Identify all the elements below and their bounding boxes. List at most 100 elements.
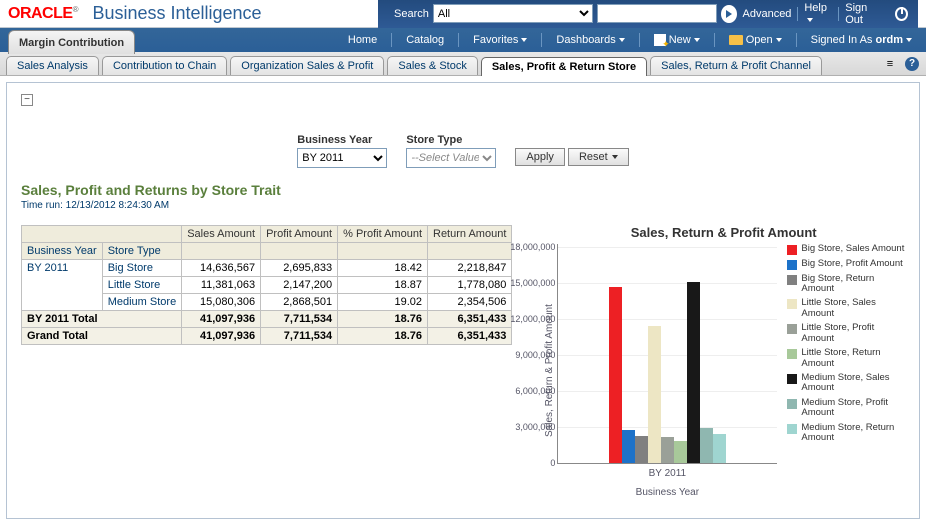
prompt-st-label: Store Type <box>406 134 496 146</box>
pivot-table: Sales Amount Profit Amount % Profit Amou… <box>21 225 512 345</box>
bar <box>635 436 648 463</box>
legend-swatch <box>787 374 797 384</box>
nav-right: Home Catalog Favorites Dashboards New Op… <box>342 33 918 47</box>
chart-legend: Big Store, Sales AmountBig Store, Profit… <box>787 244 905 498</box>
signout-link[interactable]: Sign Out <box>845 2 883 26</box>
cell-pct: 18.42 <box>338 259 428 276</box>
y-tick: 9,000,000 <box>515 350 558 360</box>
new-icon <box>654 34 666 46</box>
nav-dashboards[interactable]: Dashboards <box>550 34 630 46</box>
row-store[interactable]: Big Store <box>102 259 181 276</box>
legend-label: Little Store, Return Amount <box>801 348 905 369</box>
nav-new[interactable]: New <box>648 34 706 46</box>
y-tick: 3,000,000 <box>515 422 558 432</box>
chart: Sales, Return & Profit Amount Sales, Ret… <box>542 225 905 498</box>
nav-catalog[interactable]: Catalog <box>400 34 450 46</box>
reset-button[interactable]: Reset <box>568 148 629 166</box>
breadcrumb[interactable]: Margin Contribution <box>8 30 135 54</box>
cell-sales: 14,636,567 <box>182 259 261 276</box>
bar <box>648 326 661 463</box>
advanced-link[interactable]: Advanced <box>743 8 792 20</box>
y-tick: 6,000,000 <box>515 386 558 396</box>
power-icon[interactable] <box>895 7 908 21</box>
rowhead-st[interactable]: Store Type <box>102 242 181 259</box>
cell-pct: 18.87 <box>338 276 428 293</box>
legend-item: Medium Store, Sales Amount <box>787 373 905 394</box>
legend-swatch <box>787 245 797 255</box>
folder-icon <box>729 35 743 45</box>
search-input[interactable] <box>597 4 717 23</box>
legend-item: Little Store, Sales Amount <box>787 298 905 319</box>
legend-label: Medium Store, Profit Amount <box>801 398 905 419</box>
report-container: − Business Year BY 2011 Store Type --Sel… <box>6 82 920 519</box>
legend-swatch <box>787 399 797 409</box>
prompt-by-label: Business Year <box>297 134 387 146</box>
legend-item: Little Store, Return Amount <box>787 348 905 369</box>
y-tick: 18,000,000 <box>510 242 558 252</box>
search-scope-select[interactable]: All <box>433 4 593 23</box>
y-tick: 15,000,000 <box>510 278 558 288</box>
tab-0[interactable]: Sales Analysis <box>6 56 99 75</box>
row-by-value[interactable]: BY 2011 <box>22 259 103 310</box>
signed-in-as[interactable]: Signed In As ordm <box>805 34 918 46</box>
cell-pct: 19.02 <box>338 293 428 310</box>
col-profit[interactable]: Profit Amount <box>261 225 338 242</box>
row-store[interactable]: Little Store <box>102 276 181 293</box>
cell-sales: 11,381,063 <box>182 276 261 293</box>
search-go-button[interactable] <box>721 5 737 23</box>
x-tick: BY 2011 <box>557 468 777 479</box>
help-icon[interactable]: ? <box>904 56 920 72</box>
bar <box>661 437 674 463</box>
cell-profit: 2,868,501 <box>261 293 338 310</box>
collapse-toggle[interactable]: − <box>21 94 33 106</box>
legend-item: Big Store, Return Amount <box>787 274 905 295</box>
apply-button[interactable]: Apply <box>515 148 565 166</box>
bar <box>713 434 726 462</box>
col-sales[interactable]: Sales Amount <box>182 225 261 242</box>
row-store[interactable]: Medium Store <box>102 293 181 310</box>
legend-swatch <box>787 299 797 309</box>
top-bar: ORACLE® Business Intelligence Search All… <box>0 0 926 28</box>
legend-swatch <box>787 275 797 285</box>
tab-1[interactable]: Contribution to Chain <box>102 56 227 75</box>
tab-5[interactable]: Sales, Return & Profit Channel <box>650 56 822 75</box>
legend-item: Medium Store, Profit Amount <box>787 398 905 419</box>
page-options-icon[interactable]: ≡ <box>882 56 898 72</box>
legend-item: Medium Store, Return Amount <box>787 423 905 444</box>
bar <box>609 287 622 463</box>
prompts: Business Year BY 2011 Store Type --Selec… <box>21 134 905 168</box>
legend-swatch <box>787 260 797 270</box>
col-pct[interactable]: % Profit Amount <box>338 225 428 242</box>
legend-label: Big Store, Return Amount <box>801 274 905 295</box>
tab-3[interactable]: Sales & Stock <box>387 56 477 75</box>
help-menu[interactable]: Help <box>804 2 832 26</box>
cell-ret: 1,778,080 <box>428 276 512 293</box>
arrow-right-icon <box>726 10 732 18</box>
page-tabs: Sales AnalysisContribution to ChainOrgan… <box>0 52 926 76</box>
nav-home[interactable]: Home <box>342 34 383 46</box>
tab-2[interactable]: Organization Sales & Profit <box>230 56 384 75</box>
legend-label: Big Store, Sales Amount <box>801 244 904 254</box>
grand-label: Grand Total <box>22 327 182 344</box>
bar <box>622 430 635 462</box>
cell-profit: 2,695,833 <box>261 259 338 276</box>
y-tick: 12,000,000 <box>510 314 558 324</box>
legend-label: Little Store, Sales Amount <box>801 298 905 319</box>
rowhead-by[interactable]: Business Year <box>22 242 103 259</box>
cell-ret: 2,354,506 <box>428 293 512 310</box>
bar <box>687 282 700 463</box>
col-return[interactable]: Return Amount <box>428 225 512 242</box>
nav-favorites[interactable]: Favorites <box>467 34 533 46</box>
nav-open[interactable]: Open <box>723 34 788 46</box>
cell-profit: 2,147,200 <box>261 276 338 293</box>
prompt-by-select[interactable]: BY 2011 <box>297 148 387 168</box>
report-title: Sales, Profit and Returns by Store Trait <box>21 182 905 198</box>
legend-label: Medium Store, Sales Amount <box>801 373 905 394</box>
time-run: Time run: 12/13/2012 8:24:30 AM <box>21 200 905 211</box>
subtotal-label: BY 2011 Total <box>22 310 182 327</box>
tab-4[interactable]: Sales, Profit & Return Store <box>481 57 647 76</box>
x-axis-label: Business Year <box>557 487 777 498</box>
chevron-down-icon <box>807 18 813 22</box>
search-label: Search <box>394 8 429 20</box>
prompt-st-select[interactable]: --Select Value-- <box>406 148 496 168</box>
